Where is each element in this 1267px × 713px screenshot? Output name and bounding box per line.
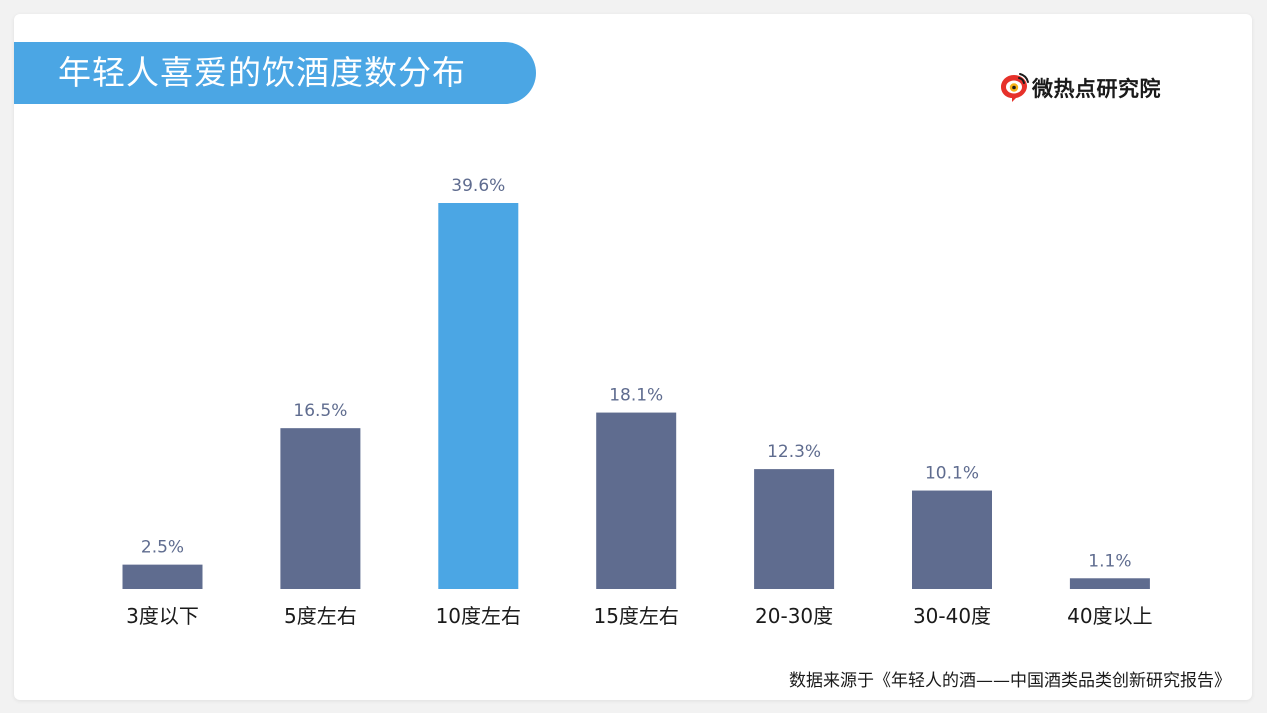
data-label-1: 16.5%	[293, 401, 347, 421]
bar-6	[1069, 578, 1150, 589]
data-label-5: 10.1%	[925, 464, 979, 484]
weibo-eye-icon	[1001, 73, 1029, 102]
data-label-6: 1.1%	[1088, 551, 1131, 571]
data-label-0: 2.5%	[141, 538, 184, 558]
bar-3	[596, 412, 677, 589]
bar-2	[438, 203, 519, 589]
category-label-0: 3度以下	[126, 604, 199, 628]
data-label-3: 18.1%	[609, 386, 663, 406]
category-label-2: 10度左右	[436, 604, 521, 628]
bar-4	[754, 469, 835, 589]
brand-name: 微热点研究院	[1032, 77, 1161, 101]
chart-title: 年轻人喜爱的饮酒度数分布	[14, 42, 536, 104]
bar-1	[280, 428, 361, 589]
category-label-6: 40度以上	[1067, 604, 1152, 628]
brand-logo: 微热点研究院	[998, 68, 1161, 108]
category-label-3: 15度左右	[593, 604, 678, 628]
category-label-1: 5度左右	[284, 604, 357, 628]
data-label-4: 12.3%	[767, 442, 821, 462]
bar-5	[912, 490, 992, 589]
category-label-5: 30-40度	[913, 604, 991, 628]
data-label-2: 39.6%	[451, 176, 505, 196]
source-note: 数据来源于《年轻人的酒——中国酒类品类创新研究报告》	[789, 671, 1231, 691]
bar-0	[122, 564, 203, 589]
category-label-4: 20-30度	[755, 604, 833, 628]
